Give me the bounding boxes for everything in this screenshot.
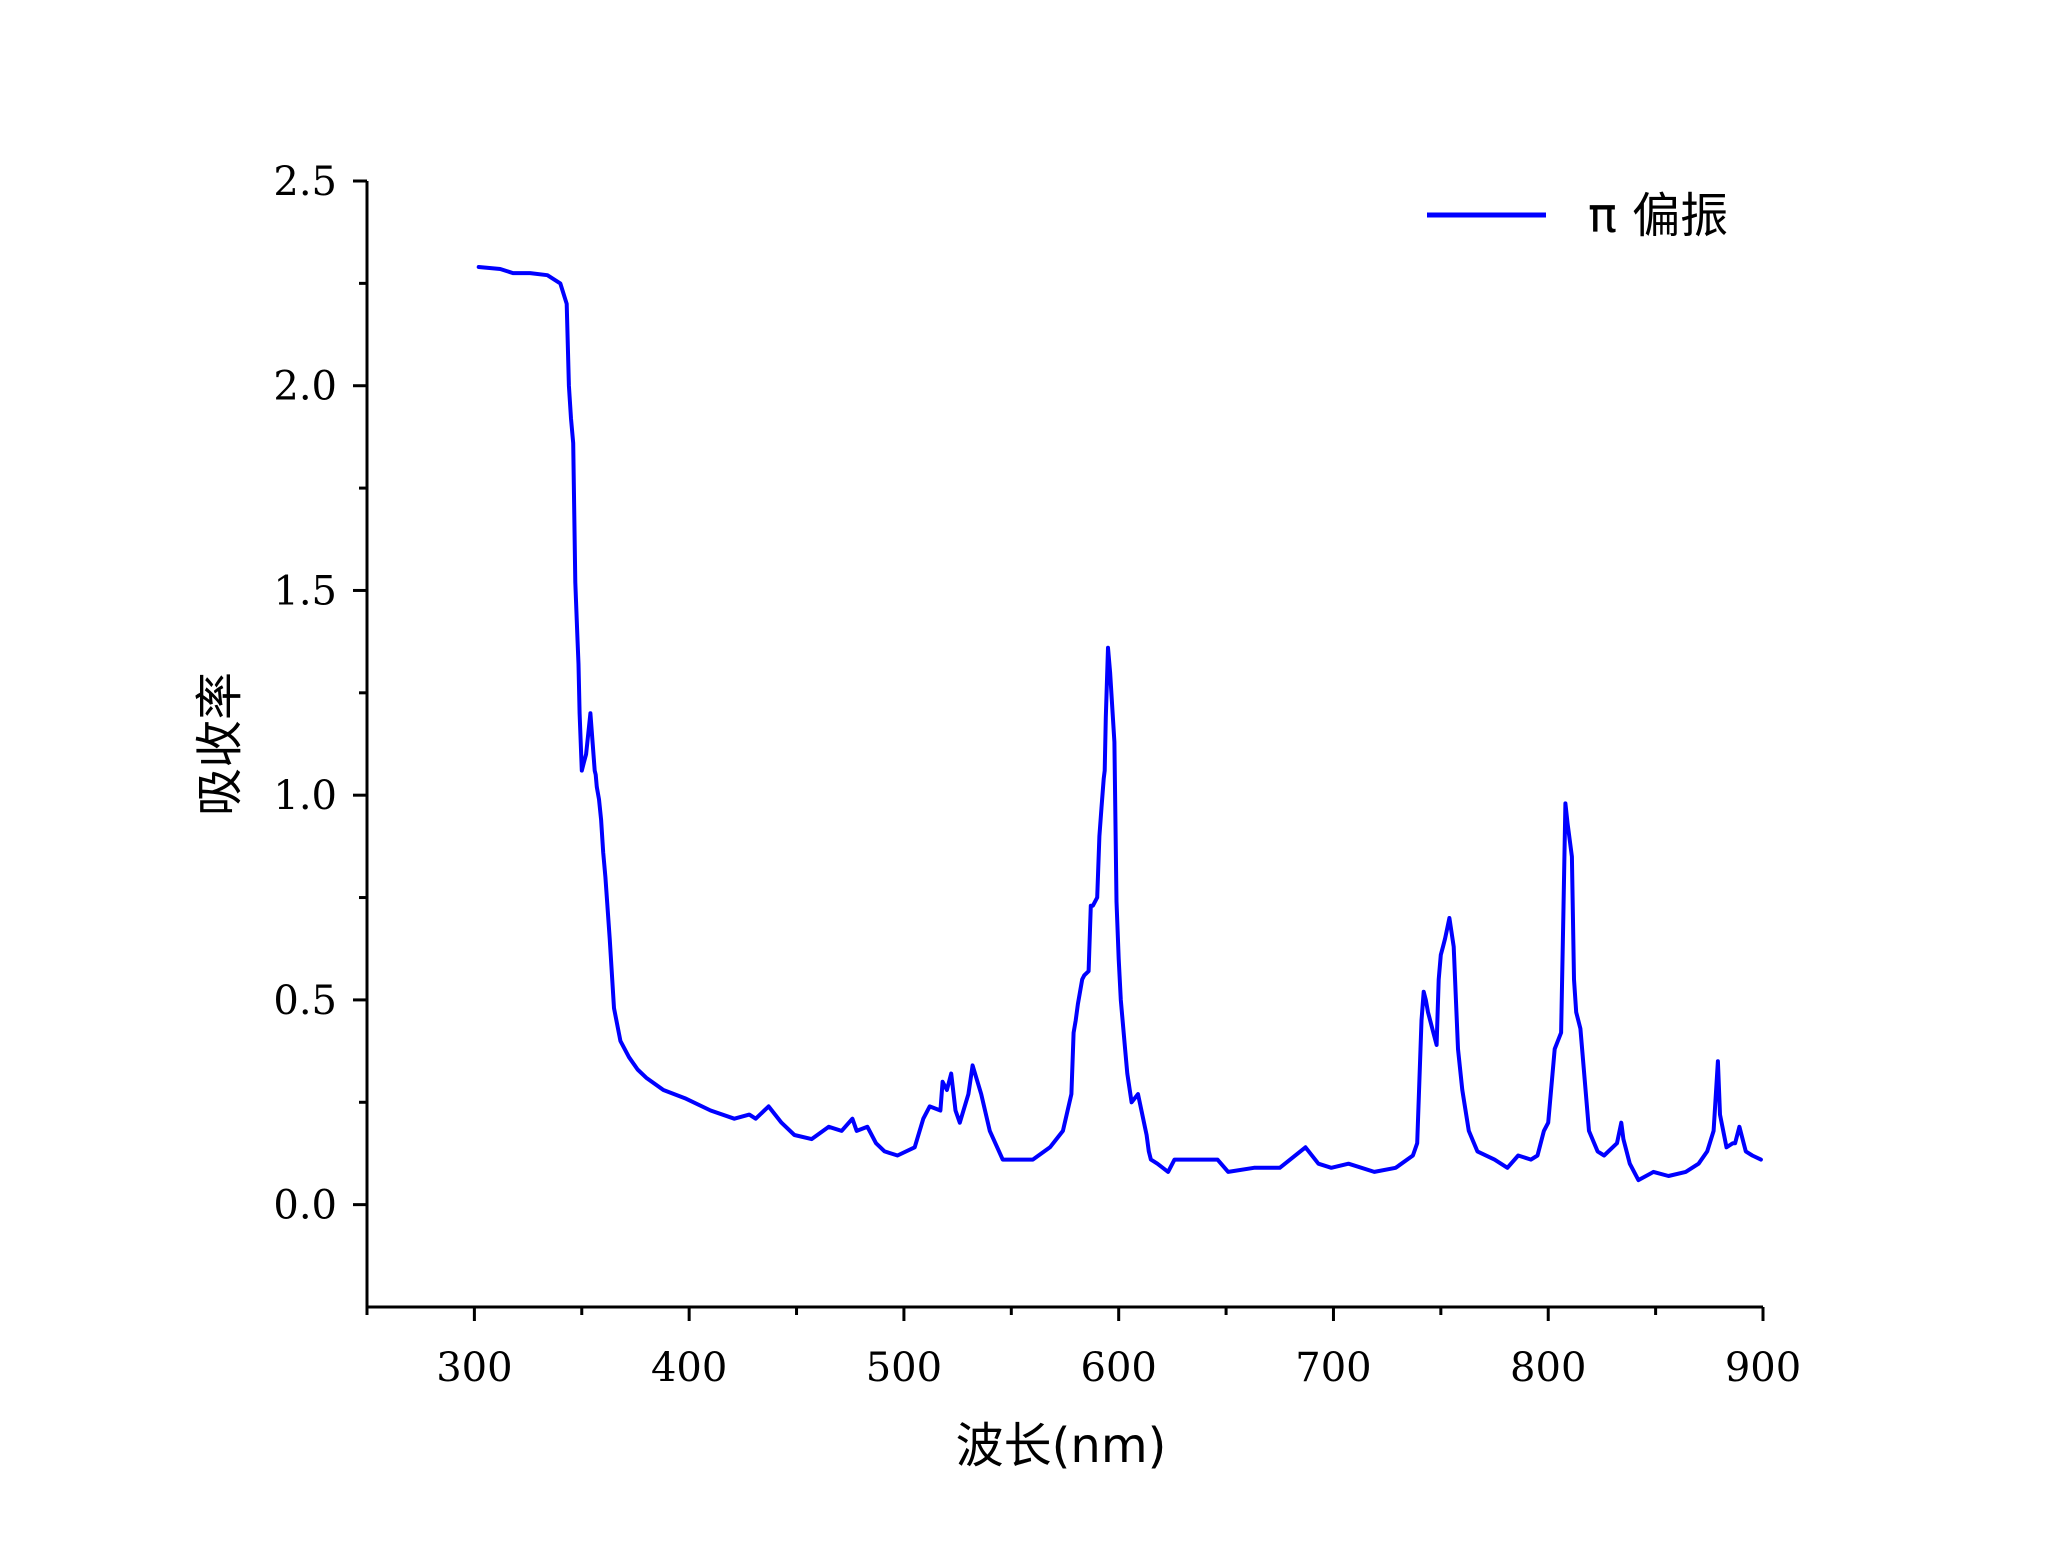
y-tick-label: 1.0 [273,773,337,819]
x-tick-label: 600 [1081,1345,1157,1391]
y-tick-label: 1.5 [273,568,337,614]
legend: π 偏振 [1427,188,1728,244]
x-tick-label: 900 [1725,1345,1801,1391]
x-tick-label: 400 [651,1345,727,1391]
y-tick-label: 2.0 [273,364,337,410]
y-tick-label: 0.0 [273,1183,337,1229]
y-axis-title: 吸收率 [192,672,248,816]
x-axis-ticks: 300 400 500 600 700 800 900 [365,1307,1801,1391]
legend-label: π 偏振 [1588,188,1728,244]
plot-area [476,265,1763,1183]
series-line [476,265,1763,1183]
y-axis-ticks: 0.0 0.5 1.0 1.5 2.0 2.5 [273,159,367,1229]
x-tick-label: 700 [1295,1345,1371,1391]
y-tick-label: 0.5 [273,978,337,1024]
y-tick-label: 2.5 [273,159,337,205]
x-axis-title: 波长(nm) [956,1418,1167,1474]
x-tick-label: 300 [436,1345,512,1391]
x-tick-label: 800 [1510,1345,1586,1391]
x-tick-label: 500 [866,1345,942,1391]
